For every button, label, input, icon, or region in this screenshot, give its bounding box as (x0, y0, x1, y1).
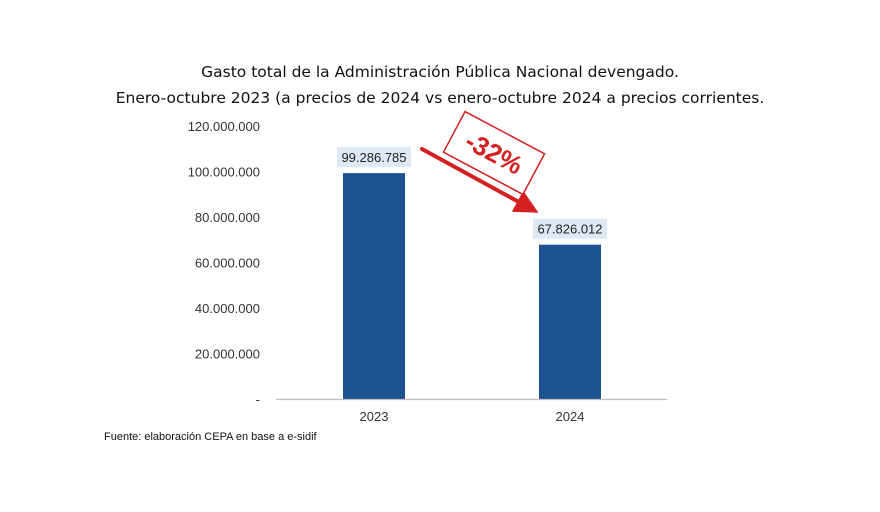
y-tick-label: 40.000.000 (195, 301, 260, 316)
x-tick-label: 2023 (360, 409, 389, 424)
data-label: 67.826.012 (537, 222, 602, 237)
data-label: 99.286.785 (341, 150, 406, 165)
x-tick-label: 2024 (556, 409, 585, 424)
y-axis: - 20.000.000 40.000.000 60.000.000 80.000.00… (188, 119, 260, 407)
bar (343, 173, 405, 399)
change-stamp: -32% (442, 110, 546, 196)
bars: 99.286.785 67.826.012 (337, 147, 607, 399)
change-annotation: -32% (420, 110, 546, 213)
change-stamp-border (442, 110, 546, 196)
y-tick-label: 80.000.000 (195, 210, 260, 225)
chart-subtitle: Enero-octubre 2023 (a precios de 2024 vs… (115, 89, 765, 107)
chart-title: Gasto total de la Administración Pública… (201, 63, 679, 81)
y-tick-label: 20.000.000 (195, 347, 260, 362)
source-note: Fuente: elaboración CEPA en base a e-sid… (104, 431, 317, 443)
data-label-box (533, 218, 607, 239)
y-tick-label: 60.000.000 (195, 256, 260, 271)
x-axis: 2023 2024 (276, 398, 667, 424)
y-tick-label: 100.000.000 (188, 165, 260, 180)
data-label-box (337, 147, 411, 168)
y-tick-label: 120.000.000 (188, 119, 260, 134)
bar (539, 244, 601, 399)
change-arrow (420, 147, 539, 213)
y-tick-label: - (256, 392, 260, 407)
